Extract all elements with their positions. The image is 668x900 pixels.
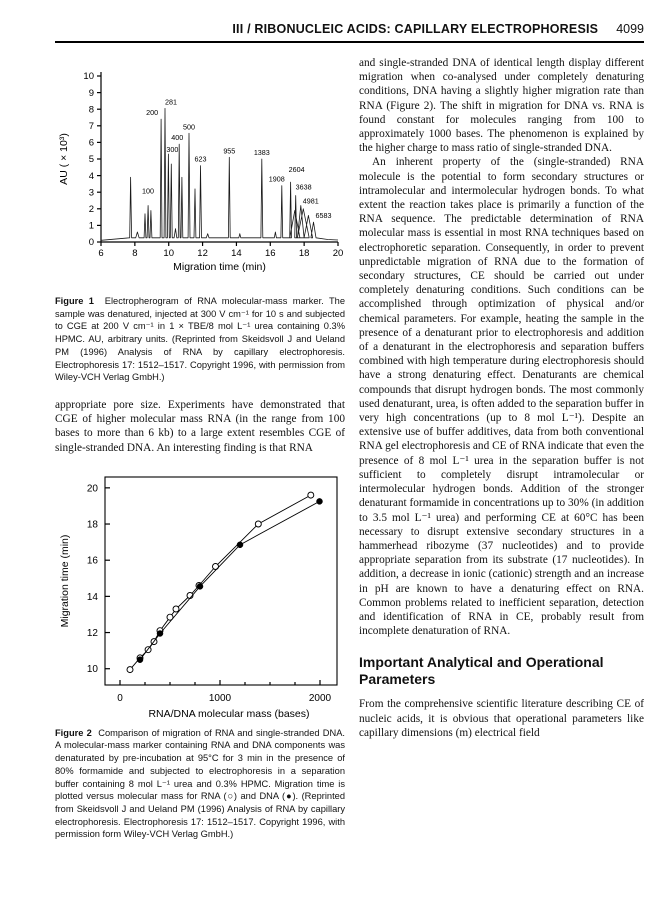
svg-text:3638: 3638 <box>296 183 312 192</box>
svg-text:2: 2 <box>89 204 94 215</box>
journal-page: III / RIBONUCLEIC ACIDS: CAPILLARY ELECT… <box>55 22 644 850</box>
figure1-caption-text: Electropherogram of RNA molecular-mass m… <box>55 296 345 383</box>
running-head: III / RIBONUCLEIC ACIDS: CAPILLARY ELECT… <box>232 22 599 36</box>
svg-text:AU ( × 10³): AU ( × 10³) <box>58 133 70 185</box>
page-number: 4099 <box>616 22 644 36</box>
left-body-paragraph: appropriate pore size. Experiments have … <box>55 398 345 454</box>
right-paragraph-2: An inherent property of the (single-stra… <box>359 156 644 638</box>
svg-text:4981: 4981 <box>303 196 319 205</box>
svg-text:RNA/DNA molecular mass (bases): RNA/DNA molecular mass (bases) <box>148 708 309 720</box>
svg-text:2000: 2000 <box>309 693 332 704</box>
figure2-block: 10 12 14 16 18 20 0 1000 2000 RNA/DNA molecular m… <box>55 465 345 723</box>
figure1-caption: Figure 1 Electropherogram of RNA molecul… <box>55 295 345 384</box>
svg-text:12: 12 <box>197 248 208 259</box>
right-paragraph-1: and single-stranded DNA of identical len… <box>359 57 644 155</box>
svg-text:14: 14 <box>231 248 242 259</box>
svg-text:0: 0 <box>117 693 123 704</box>
svg-text:9: 9 <box>89 88 94 99</box>
svg-text:16: 16 <box>265 248 276 259</box>
svg-text:300: 300 <box>166 145 178 154</box>
figure2-caption: Figure 2 Comparison of migration of RNA … <box>55 727 345 841</box>
svg-text:18: 18 <box>299 248 310 259</box>
svg-text:5: 5 <box>89 154 94 165</box>
svg-text:1000: 1000 <box>209 693 232 704</box>
figure2-caption-label: Figure 2 <box>55 727 92 738</box>
svg-text:8: 8 <box>89 104 94 115</box>
svg-text:6: 6 <box>89 138 94 149</box>
section-heading: Important Analytical and Operational Par… <box>359 654 604 688</box>
svg-text:281: 281 <box>165 97 177 106</box>
svg-text:16: 16 <box>87 555 99 566</box>
page-header: III / RIBONUCLEIC ACIDS: CAPILLARY ELECT… <box>55 22 644 43</box>
svg-text:12: 12 <box>87 628 99 639</box>
right-paragraph-3: From the comprehensive scientific litera… <box>359 698 644 739</box>
svg-text:100: 100 <box>142 186 154 195</box>
svg-text:1908: 1908 <box>269 175 285 184</box>
svg-text:10: 10 <box>87 664 99 675</box>
svg-text:4: 4 <box>89 171 94 182</box>
svg-text:10: 10 <box>83 71 94 82</box>
svg-text:500: 500 <box>183 122 195 131</box>
svg-text:20: 20 <box>87 483 99 494</box>
svg-text:10: 10 <box>163 248 174 259</box>
svg-text:Migration time (min): Migration time (min) <box>173 261 266 273</box>
svg-text:18: 18 <box>87 519 99 530</box>
figure2-caption-text: Comparison of migration of RNA and singl… <box>55 727 345 840</box>
svg-text:8: 8 <box>132 248 137 259</box>
svg-text:6: 6 <box>98 248 103 259</box>
svg-text:14: 14 <box>87 592 99 603</box>
svg-text:1383: 1383 <box>254 148 270 157</box>
svg-text:955: 955 <box>223 146 235 155</box>
two-column-layout: 0 1 2 3 4 5 6 7 8 9 10 6 8 10 12 14 16 18 20 Migration time… <box>55 56 644 850</box>
svg-text:0: 0 <box>89 237 94 248</box>
svg-text:1: 1 <box>89 221 94 232</box>
svg-text:6583: 6583 <box>315 211 331 220</box>
figure1-caption-label: Figure 1 <box>55 296 94 306</box>
svg-text:623: 623 <box>195 155 207 164</box>
svg-text:400: 400 <box>171 133 183 142</box>
svg-text:3: 3 <box>89 187 94 198</box>
svg-text:7: 7 <box>89 121 94 132</box>
svg-text:2604: 2604 <box>289 165 305 174</box>
right-column: and single-stranded DNA of identical len… <box>359 56 644 850</box>
svg-text:200: 200 <box>146 108 158 117</box>
svg-text:20: 20 <box>333 248 344 259</box>
left-column: 0 1 2 3 4 5 6 7 8 9 10 6 8 10 12 14 16 18 20 Migration time… <box>55 56 345 850</box>
svg-text:Migration time (min): Migration time (min) <box>59 534 71 627</box>
